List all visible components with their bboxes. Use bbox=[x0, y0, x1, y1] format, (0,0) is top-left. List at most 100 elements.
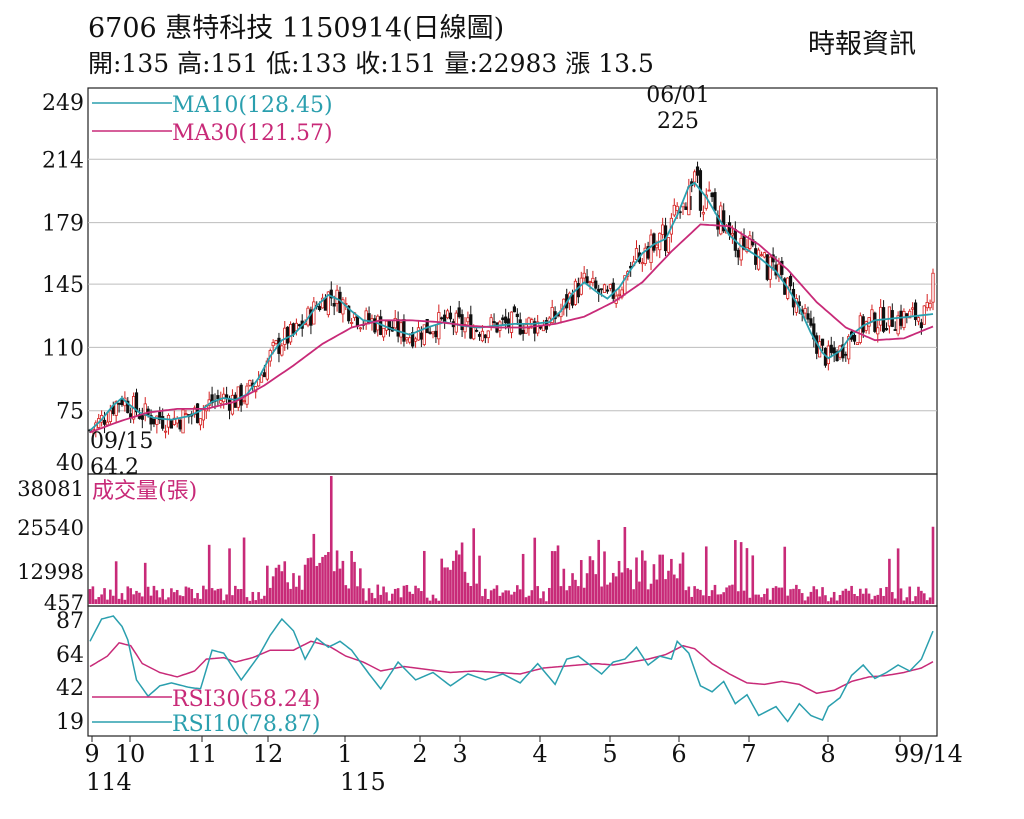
volume-bar bbox=[492, 588, 496, 604]
volume-bar bbox=[437, 600, 441, 604]
x-month-label: 7 bbox=[741, 740, 756, 768]
volume-bar bbox=[373, 598, 377, 604]
volume-tick-label: 12998 bbox=[17, 560, 84, 584]
volume-bar bbox=[917, 586, 920, 604]
candle-body bbox=[198, 418, 203, 426]
panel-frame-2 bbox=[87, 605, 938, 737]
rsi10-legend-label: RSI10(78.87) bbox=[172, 712, 320, 737]
volume-bar bbox=[597, 539, 601, 604]
candle-body bbox=[486, 330, 490, 339]
candle-body bbox=[163, 430, 168, 433]
candle-body bbox=[114, 401, 118, 416]
volume-bar bbox=[431, 594, 435, 604]
ma10-legend-label: MA10(128.45) bbox=[172, 93, 333, 118]
volume-bar bbox=[606, 584, 609, 604]
candle-body bbox=[687, 186, 691, 216]
candle-body bbox=[925, 301, 929, 309]
panel-frames bbox=[87, 87, 938, 737]
volume-bar bbox=[562, 568, 566, 604]
volume-bar bbox=[734, 540, 737, 604]
candle-body bbox=[454, 312, 458, 333]
rsi-axis: 87 64 42 19 bbox=[56, 609, 84, 735]
volume-bar bbox=[507, 590, 510, 604]
volume-bar bbox=[138, 592, 141, 604]
volume-bar bbox=[553, 551, 557, 604]
x-month-label: 3 bbox=[452, 740, 467, 768]
candle-body bbox=[643, 247, 647, 264]
volume-bar bbox=[725, 587, 728, 604]
candle-body bbox=[722, 210, 726, 232]
candle-body bbox=[355, 316, 360, 327]
price-axis: 249 214 179 145 110 75 40 bbox=[42, 91, 84, 476]
panel-frame-1 bbox=[87, 473, 938, 607]
candle-body bbox=[155, 415, 159, 425]
peak-value-label: 225 bbox=[657, 109, 699, 134]
volume-bar bbox=[893, 598, 897, 604]
volume-bar bbox=[109, 589, 112, 604]
volume-bar bbox=[126, 586, 130, 604]
volume-bar bbox=[312, 533, 316, 604]
volume-bar bbox=[617, 560, 621, 604]
volume-bar bbox=[856, 596, 859, 604]
volume-bar bbox=[283, 561, 287, 604]
volume-bar bbox=[338, 568, 342, 604]
price-tick-label: 249 bbox=[42, 91, 84, 116]
candle-body bbox=[166, 414, 171, 428]
volume-bar bbox=[234, 585, 237, 604]
volume-bar bbox=[914, 596, 917, 604]
candle-body bbox=[248, 379, 252, 386]
candle-body bbox=[756, 249, 761, 270]
volume-bar bbox=[611, 572, 615, 604]
volume-bar bbox=[574, 579, 577, 604]
low-value-label: 64.2 bbox=[90, 455, 139, 480]
candle-body bbox=[591, 277, 595, 284]
candle-body bbox=[509, 311, 514, 333]
candle-body bbox=[341, 299, 345, 315]
volume-bar bbox=[344, 585, 348, 604]
volume-bar bbox=[239, 588, 243, 604]
candle-body bbox=[178, 419, 182, 430]
candle-body bbox=[358, 327, 362, 330]
candle-body bbox=[739, 237, 743, 261]
volume-bar bbox=[367, 588, 371, 604]
volume-bar bbox=[931, 526, 935, 604]
candle-body bbox=[129, 413, 133, 418]
volume-bar bbox=[632, 589, 635, 604]
volume-bar bbox=[452, 560, 455, 604]
volume-bar bbox=[885, 586, 888, 604]
x-month-label: 9 bbox=[894, 740, 909, 768]
volume-bar bbox=[196, 593, 199, 604]
volume-bar bbox=[687, 586, 691, 604]
volume-bar bbox=[495, 585, 499, 604]
candle-body bbox=[428, 331, 432, 334]
candle-body bbox=[149, 415, 153, 425]
volume-bar bbox=[306, 558, 310, 604]
volume-bar bbox=[693, 586, 696, 604]
x-month-label: 6 bbox=[671, 740, 686, 768]
volume-bar bbox=[129, 588, 132, 604]
candle-body bbox=[460, 314, 464, 331]
volume-bar bbox=[132, 594, 135, 604]
volume-bar bbox=[641, 550, 644, 604]
ma30-legend-label: MA30(121.57) bbox=[172, 121, 333, 146]
volume-bar bbox=[516, 585, 519, 604]
candle-body bbox=[573, 280, 578, 305]
candle-body bbox=[588, 281, 592, 284]
volume-bar bbox=[844, 588, 848, 604]
rsi-tick-label: 19 bbox=[56, 710, 84, 735]
candle-body bbox=[396, 319, 400, 337]
x-month-label: 11 bbox=[187, 740, 218, 768]
candle-body bbox=[413, 338, 418, 342]
volume-bar bbox=[164, 599, 167, 604]
volume-bar bbox=[815, 589, 819, 604]
volume-bar bbox=[91, 586, 95, 604]
candle-body bbox=[280, 345, 284, 356]
volume-bar bbox=[521, 553, 525, 604]
volume-bar bbox=[655, 579, 659, 604]
price-tick-label: 214 bbox=[42, 148, 84, 173]
candle-body bbox=[911, 307, 915, 310]
candle-body bbox=[576, 283, 580, 298]
volume-bar bbox=[411, 593, 414, 604]
volume-bar bbox=[899, 588, 903, 604]
